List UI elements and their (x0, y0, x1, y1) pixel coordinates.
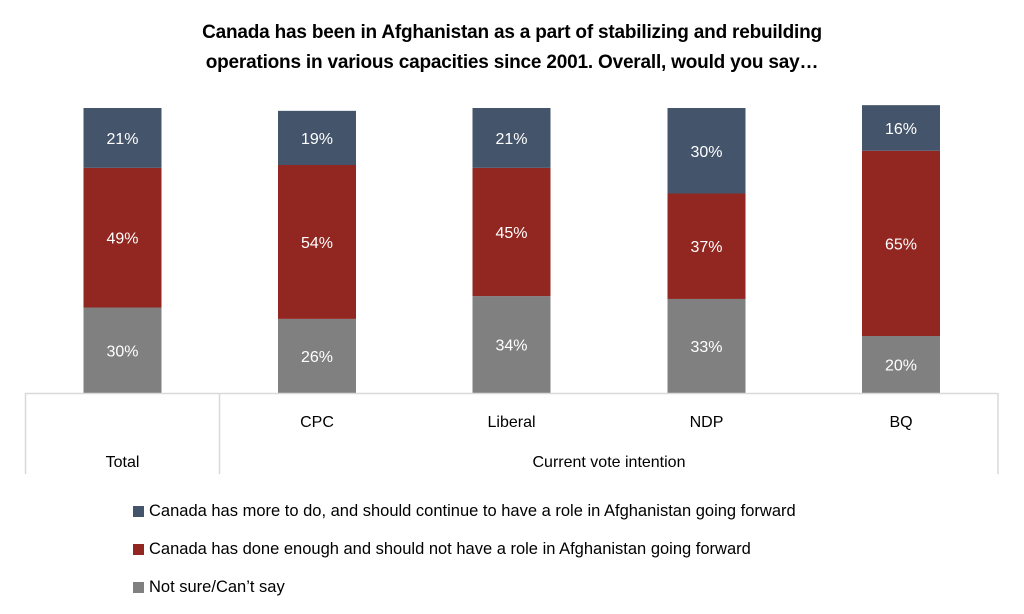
chart-title-line-2: operations in various capacities since 2… (205, 52, 819, 73)
legend-item-0: Canada has more to do, and should contin… (133, 492, 796, 530)
data-label-liberal-series-1: 45% (495, 225, 527, 242)
legend: Canada has more to do, and should contin… (133, 492, 796, 606)
data-label-total-series-1: 49% (106, 231, 138, 248)
bar-bq-series-0 (862, 336, 940, 393)
labels-layer: 30% 49% 21% 26% 54% 19% CPC 34% 45% 21% Liberal 33%… (106, 121, 917, 471)
data-label-liberal-series-0: 34% (495, 338, 527, 355)
data-label-cpc-series-1: 54% (301, 235, 333, 252)
bar-cpc-series-1 (278, 165, 356, 319)
category-label-cpc: CPC (300, 414, 334, 431)
legend-swatch (133, 581, 144, 593)
legend-label: Canada has more to do, and should contin… (149, 501, 796, 520)
legend-swatch (133, 505, 144, 517)
group-label-total: Total (106, 454, 140, 471)
bar-cpc-series-0 (278, 318, 356, 393)
legend-swatch (133, 543, 144, 555)
bar-total-series-0 (83, 307, 162, 393)
bars-layer (83, 105, 940, 393)
data-label-bq-series-0: 20% (885, 358, 917, 375)
bar-ndp-series-1 (667, 193, 746, 299)
bar-ndp-series-0 (667, 298, 746, 393)
data-label-ndp-series-0: 33% (690, 339, 722, 356)
category-axis (24, 392, 999, 474)
category-label-liberal: Liberal (487, 414, 535, 431)
group-label-current-vote-intention: Current vote intention (533, 454, 686, 471)
bar-total-series-2 (83, 108, 162, 168)
data-label-bq-series-2: 16% (885, 121, 917, 138)
chart-title-line-1: Canada has been in Afghanistan as a part… (202, 22, 822, 43)
bar-liberal-series-2 (472, 108, 551, 168)
category-label-ndp: NDP (690, 414, 724, 431)
data-label-cpc-series-2: 19% (301, 131, 333, 148)
data-label-ndp-series-2: 30% (690, 144, 722, 161)
data-label-cpc-series-0: 26% (301, 349, 333, 366)
data-label-ndp-series-1: 37% (690, 239, 722, 256)
bar-total-series-1 (83, 167, 162, 308)
bar-ndp-series-2 (667, 108, 746, 194)
bar-bq-series-2 (862, 105, 940, 151)
legend-item-2: Not sure/Can’t say (133, 568, 796, 606)
legend-label: Canada has done enough and should not ha… (149, 539, 751, 558)
bar-bq-series-1 (862, 150, 940, 336)
legend-label: Not sure/Can’t say (149, 577, 285, 596)
legend-item-1: Canada has done enough and should not ha… (133, 530, 796, 568)
bar-cpc-series-2 (278, 110, 356, 165)
bar-liberal-series-0 (472, 296, 551, 393)
data-label-total-series-0: 30% (106, 343, 138, 360)
data-label-bq-series-1: 65% (885, 236, 917, 253)
data-label-liberal-series-2: 21% (495, 131, 527, 148)
category-label-bq: BQ (889, 414, 912, 431)
chart-title: Canada has been in Afghanistan as a part… (0, 18, 1024, 78)
bar-liberal-series-1 (472, 167, 551, 297)
data-label-total-series-2: 21% (106, 131, 138, 148)
